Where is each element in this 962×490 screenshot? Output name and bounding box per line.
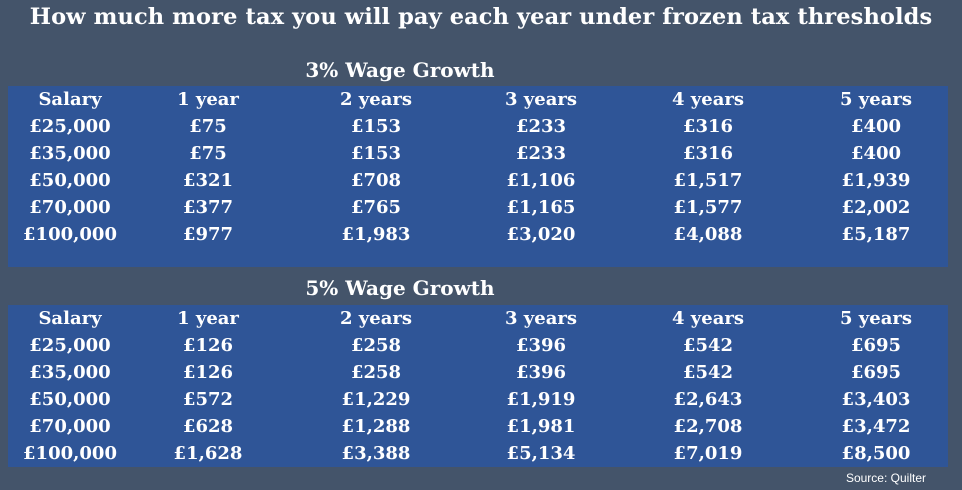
value-cell: £572 — [182, 389, 234, 410]
salary-cell: £70,000 — [29, 197, 111, 218]
header-row: Salary 1 year 2 years 3 years 4 years 5 … — [8, 86, 948, 113]
value-cell: £126 — [182, 362, 234, 383]
value-cell: £977 — [182, 224, 234, 245]
value-cell: £1,981 — [506, 416, 576, 437]
value-cell: £126 — [182, 335, 234, 356]
value-cell: £2,643 — [673, 389, 743, 410]
salary-cell: £50,000 — [29, 389, 111, 410]
value-cell: £695 — [850, 335, 902, 356]
value-cell: £628 — [182, 416, 234, 437]
column-header-3-years: 3 years — [505, 89, 577, 110]
table-row: £100,000 £1,628 £3,388 £5,134 £7,019 £8,… — [8, 440, 948, 467]
value-cell: £708 — [350, 170, 402, 191]
value-cell: £1,577 — [673, 197, 743, 218]
column-header-salary: Salary — [38, 308, 102, 329]
source-credit: Source: Quilter — [845, 471, 926, 485]
salary-cell: £70,000 — [29, 416, 111, 437]
salary-cell: £100,000 — [23, 443, 117, 464]
value-cell: £2,002 — [841, 197, 911, 218]
value-cell: £400 — [850, 116, 902, 137]
value-cell: £1,517 — [673, 170, 743, 191]
salary-cell: £25,000 — [29, 116, 111, 137]
page-title: How much more tax you will pay each year… — [29, 4, 933, 30]
salary-cell: £100,000 — [23, 224, 117, 245]
value-cell: £1,165 — [506, 197, 576, 218]
value-cell: £1,939 — [841, 170, 911, 191]
column-header-1-year: 1 year — [177, 89, 239, 110]
value-cell: £1,106 — [506, 170, 576, 191]
value-cell: £3,388 — [341, 443, 411, 464]
table-5pct: Salary 1 year 2 years 3 years 4 years 5 … — [8, 305, 948, 467]
value-cell: £75 — [189, 116, 227, 137]
value-cell: £542 — [682, 335, 734, 356]
table-row: £70,000 £377 £765 £1,165 £1,577 £2,002 — [8, 194, 948, 221]
section-heading-3pct: 3% Wage Growth — [305, 58, 495, 82]
value-cell: £1,229 — [341, 389, 411, 410]
value-cell: £2,708 — [673, 416, 743, 437]
table-row: £100,000 £977 £1,983 £3,020 £4,088 £5,18… — [8, 221, 948, 248]
value-cell: £1,628 — [173, 443, 243, 464]
value-cell: £695 — [850, 362, 902, 383]
table-row: £50,000 £321 £708 £1,106 £1,517 £1,939 — [8, 167, 948, 194]
header-row: Salary 1 year 2 years 3 years 4 years 5 … — [8, 305, 948, 332]
value-cell: £400 — [850, 143, 902, 164]
value-cell: £75 — [189, 143, 227, 164]
salary-cell: £25,000 — [29, 335, 111, 356]
column-header-5-years: 5 years — [840, 308, 912, 329]
value-cell: £396 — [515, 362, 567, 383]
column-header-2-years: 2 years — [340, 89, 412, 110]
value-cell: £1,983 — [341, 224, 411, 245]
column-header-4-years: 4 years — [672, 308, 744, 329]
value-cell: £3,020 — [506, 224, 576, 245]
value-cell: £396 — [515, 335, 567, 356]
value-cell: £3,403 — [841, 389, 911, 410]
value-cell: £233 — [515, 116, 567, 137]
value-cell: £1,288 — [341, 416, 411, 437]
value-cell: £5,187 — [841, 224, 911, 245]
table-3pct: Salary 1 year 2 years 3 years 4 years 5 … — [8, 86, 948, 267]
value-cell: £765 — [350, 197, 402, 218]
salary-cell: £35,000 — [29, 143, 111, 164]
value-cell: £377 — [182, 197, 234, 218]
column-header-3-years: 3 years — [505, 308, 577, 329]
value-cell: £153 — [350, 116, 402, 137]
table-row: £35,000 £126 £258 £396 £542 £695 — [8, 359, 948, 386]
value-cell: £5,134 — [506, 443, 576, 464]
value-cell: £3,472 — [841, 416, 911, 437]
value-cell: £233 — [515, 143, 567, 164]
value-cell: £7,019 — [673, 443, 743, 464]
column-header-1-year: 1 year — [177, 308, 239, 329]
value-cell: £4,088 — [673, 224, 743, 245]
value-cell: £316 — [682, 116, 734, 137]
value-cell: £316 — [682, 143, 734, 164]
table-row: £25,000 £126 £258 £396 £542 £695 — [8, 332, 948, 359]
value-cell: £258 — [350, 362, 402, 383]
value-cell: £542 — [682, 362, 734, 383]
table-row: £70,000 £628 £1,288 £1,981 £2,708 £3,472 — [8, 413, 948, 440]
value-cell: £153 — [350, 143, 402, 164]
column-header-5-years: 5 years — [840, 89, 912, 110]
column-header-salary: Salary — [38, 89, 102, 110]
column-header-2-years: 2 years — [340, 308, 412, 329]
table-row: £50,000 £572 £1,229 £1,919 £2,643 £3,403 — [8, 386, 948, 413]
section-heading-5pct: 5% Wage Growth — [305, 276, 495, 300]
table-row: £35,000 £75 £153 £233 £316 £400 — [8, 140, 948, 167]
value-cell: £321 — [182, 170, 234, 191]
value-cell: £8,500 — [841, 443, 911, 464]
value-cell: £258 — [350, 335, 402, 356]
value-cell: £1,919 — [506, 389, 576, 410]
salary-cell: £35,000 — [29, 362, 111, 383]
table-row: £25,000 £75 £153 £233 £316 £400 — [8, 113, 948, 140]
column-header-4-years: 4 years — [672, 89, 744, 110]
salary-cell: £50,000 — [29, 170, 111, 191]
